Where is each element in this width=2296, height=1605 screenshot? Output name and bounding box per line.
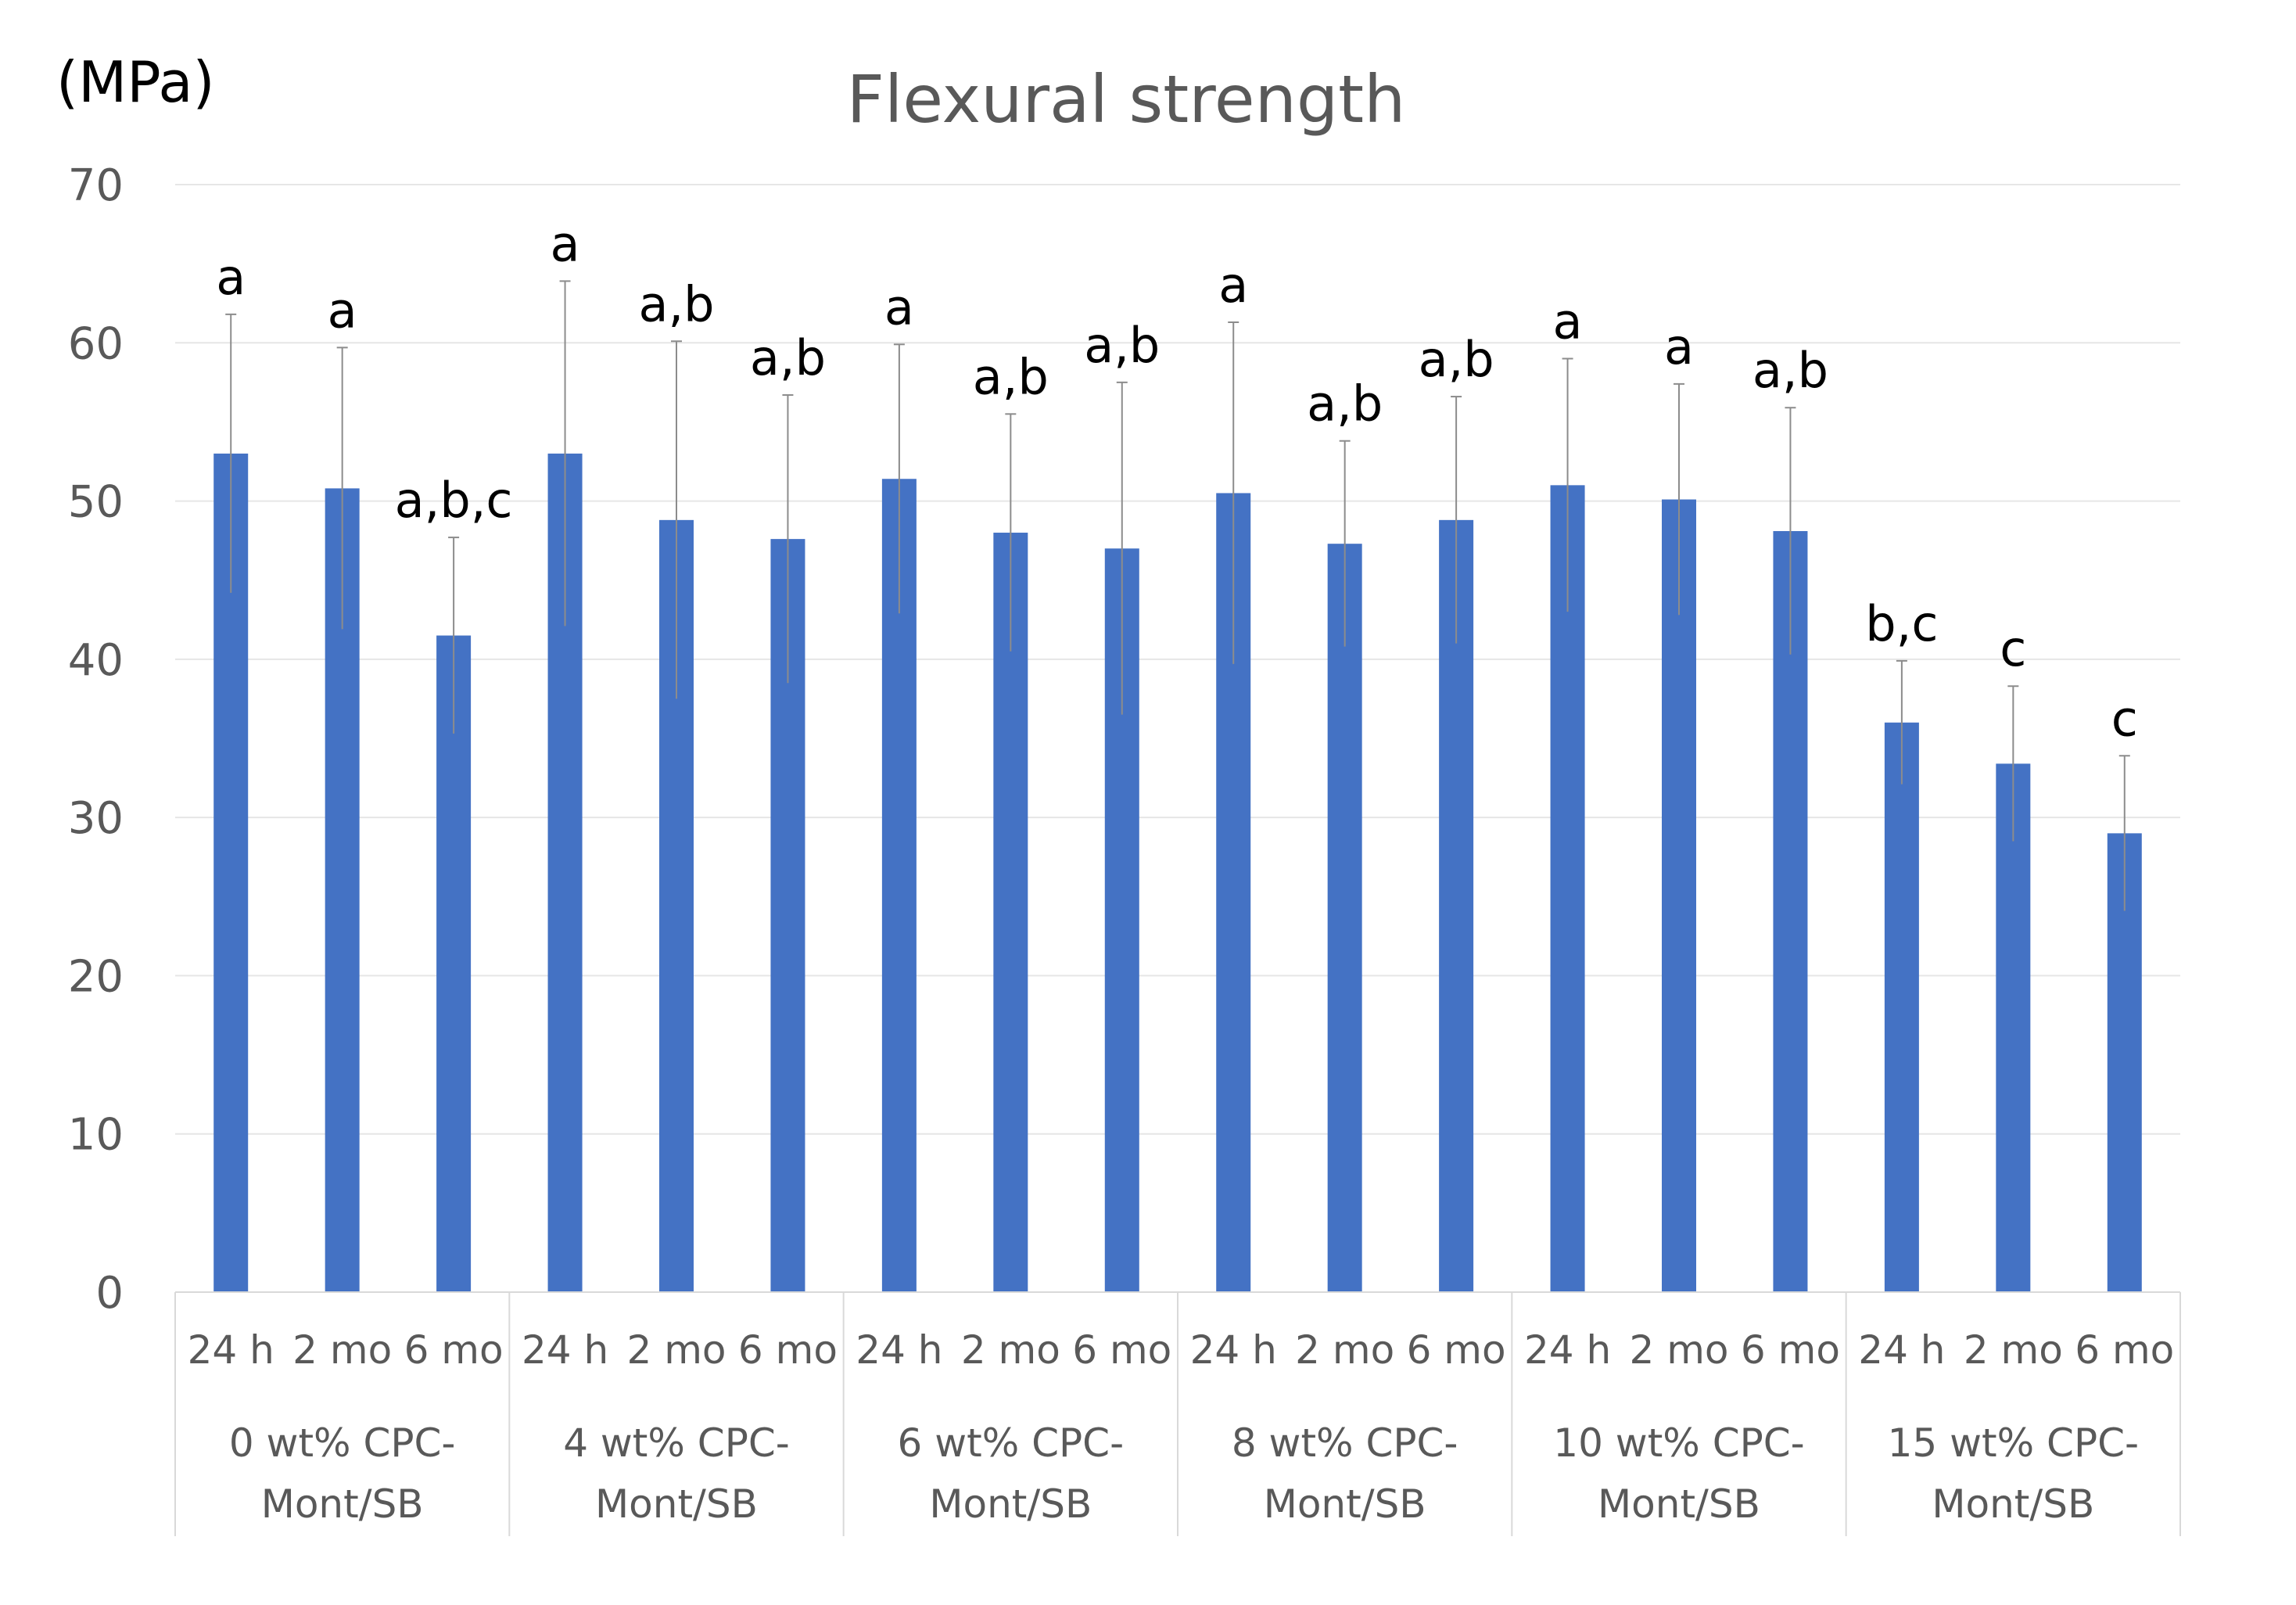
significance-label: a	[328, 282, 357, 339]
x-group-label: Mont/SB	[1598, 1481, 1760, 1527]
x-group-label: 8 wt% CPC-	[1232, 1420, 1458, 1466]
y-tick-label: 20	[68, 951, 124, 1002]
x-category-label: 24 h	[188, 1327, 274, 1373]
x-category-label: 6 mo	[1407, 1327, 1506, 1373]
significance-label: a,b,c	[395, 472, 513, 529]
significance-label: b,c	[1865, 595, 1938, 652]
significance-label: a,b	[1752, 342, 1828, 399]
x-axis: 24 h 2 mo 6 mo 0 wt% CPC- Mont/SB 24 h 2 mo 6 m…	[174, 1291, 2181, 1536]
x-group-label: 4 wt% CPC-	[563, 1420, 790, 1466]
x-group-label: 6 wt% CPC-	[898, 1420, 1125, 1466]
bar	[213, 453, 249, 1292]
x-category-label: 2 mo	[1964, 1327, 2063, 1373]
bar	[993, 533, 1028, 1292]
y-axis-unit-label: (MPa)	[56, 49, 215, 115]
bar	[1662, 499, 1696, 1292]
significance-label: a,b	[1419, 331, 1494, 388]
x-category-label: 6 mo	[1072, 1327, 1171, 1373]
y-tick-label: 50	[68, 477, 124, 528]
significance-labels: a a a,b,c a a,b a,b a a,b a,b a a,b a,b a a a,b b,c c c	[216, 215, 2138, 747]
chart-title: Flexural strength	[847, 61, 1406, 138]
x-category-label: 2 mo	[1295, 1327, 1394, 1373]
x-category-label: 24 h	[1524, 1327, 1611, 1373]
bar-series	[213, 453, 2142, 1293]
x-category-label: 2 mo	[626, 1327, 726, 1373]
error-bars	[225, 280, 2130, 911]
bar	[1550, 485, 1585, 1293]
significance-label: c	[2000, 620, 2026, 677]
y-tick-label: 0	[95, 1268, 124, 1319]
x-group-label: 0 wt% CPC-	[229, 1420, 456, 1466]
bar	[1996, 763, 2031, 1292]
x-category-label: 24 h	[856, 1327, 942, 1373]
x-category-label: 6 mo	[738, 1327, 838, 1373]
bar	[1439, 519, 1474, 1292]
significance-label: a	[1218, 257, 1248, 314]
y-axis-ticks: 0 10 20 30 40 50 60 70	[68, 160, 124, 1319]
significance-label: a	[884, 278, 914, 336]
significance-label: a	[551, 215, 580, 272]
x-group-label: Mont/SB	[929, 1481, 1092, 1527]
y-tick-label: 10	[68, 1110, 124, 1161]
bar	[1773, 531, 1808, 1292]
x-group-label: 10 wt% CPC-	[1553, 1420, 1804, 1466]
x-group-label: Mont/SB	[1264, 1481, 1426, 1527]
x-category-label: 6 mo	[2075, 1327, 2174, 1373]
x-category-label: 24 h	[522, 1327, 608, 1373]
significance-label: c	[2111, 690, 2138, 747]
y-tick-label: 70	[68, 160, 124, 211]
significance-label: a,b	[973, 348, 1049, 405]
y-tick-label: 60	[68, 318, 124, 369]
x-category-label: 2 mo	[292, 1327, 392, 1373]
x-category-label: 24 h	[1858, 1327, 1945, 1373]
y-tick-label: 40	[68, 635, 124, 686]
gridlines	[175, 184, 2180, 1135]
significance-label: a,b	[750, 329, 826, 386]
x-category-label: 2 mo	[1629, 1327, 1728, 1373]
significance-label: a	[216, 249, 246, 306]
significance-label: a	[1553, 293, 1583, 350]
bar	[1884, 722, 1919, 1292]
y-tick-label: 30	[68, 793, 124, 844]
bar	[1327, 544, 1362, 1292]
significance-label: a	[1664, 318, 1694, 375]
x-group-label: Mont/SB	[595, 1481, 758, 1527]
bar	[436, 635, 472, 1292]
x-category-label: 6 mo	[404, 1327, 504, 1373]
x-category-label: 2 mo	[961, 1327, 1060, 1373]
significance-label: a,b	[638, 275, 714, 332]
x-group-label: Mont/SB	[261, 1481, 424, 1527]
x-category-label: 24 h	[1190, 1327, 1277, 1373]
significance-label: a,b	[1307, 375, 1383, 433]
x-category-label: 6 mo	[1741, 1327, 1840, 1373]
significance-label: a,b	[1084, 317, 1160, 374]
bar	[881, 479, 917, 1292]
x-group-label: Mont/SB	[1932, 1481, 2094, 1527]
x-group-label: 15 wt% CPC-	[1888, 1420, 2139, 1466]
